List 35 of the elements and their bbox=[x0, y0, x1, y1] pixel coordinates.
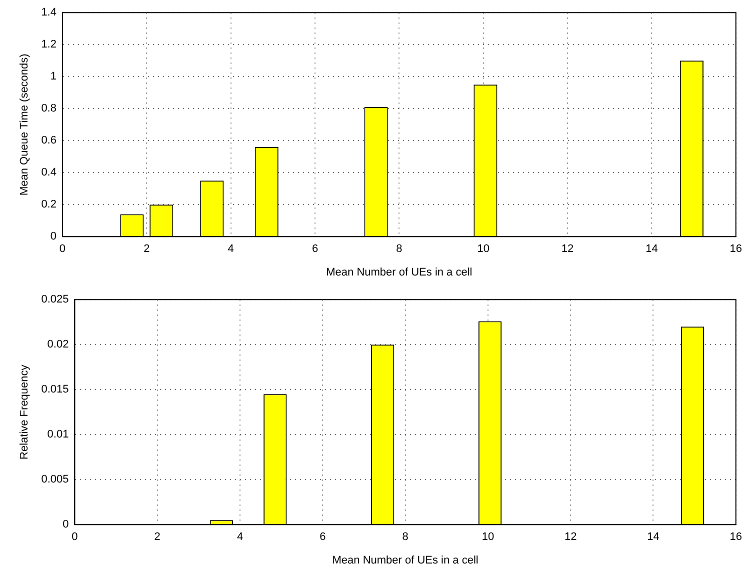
x-tick-label: 10 bbox=[482, 531, 494, 544]
x-tick-label: 16 bbox=[730, 243, 742, 256]
y-tick-label: 0.6 bbox=[41, 134, 56, 147]
x-tick-label: 6 bbox=[312, 243, 318, 256]
y-tick-label: 1.2 bbox=[41, 38, 56, 51]
x-axis-title: Mean Number of UEs in a cell bbox=[332, 554, 478, 566]
y-tick-label: 0.02 bbox=[47, 338, 69, 351]
y-tick-label: 0 bbox=[62, 518, 69, 531]
y-tick-label: 0 bbox=[50, 230, 56, 243]
y-tick-label: 0.005 bbox=[41, 474, 69, 486]
x-tick-label: 16 bbox=[730, 531, 742, 544]
y-tick-label: 0.4 bbox=[41, 166, 56, 179]
x-axis-title: Mean Number of UEs in a cell bbox=[326, 266, 472, 278]
x-tick-label: 14 bbox=[647, 531, 660, 544]
y-axis-title: Relative Frequency bbox=[18, 364, 31, 460]
x-tick-label: 8 bbox=[402, 531, 408, 544]
y-axis-title: Mean Queue Time (seconds) bbox=[18, 54, 31, 196]
y-tick-label: 0.015 bbox=[41, 384, 69, 396]
x-tick-label: 2 bbox=[144, 243, 150, 256]
x-tick-label: 10 bbox=[477, 243, 490, 256]
x-tick-label: 2 bbox=[154, 531, 160, 544]
x-tick-label: 8 bbox=[396, 243, 402, 256]
x-tick-label: 4 bbox=[228, 243, 234, 256]
x-tick-label: 6 bbox=[320, 531, 326, 544]
x-tick-label: 12 bbox=[561, 243, 574, 256]
y-tick-label: 0.01 bbox=[47, 428, 69, 441]
y-tick-label: 1.4 bbox=[41, 6, 56, 19]
x-tick-label: 12 bbox=[564, 531, 577, 544]
y-tick-label: 0.2 bbox=[41, 198, 56, 211]
x-tick-label: 0 bbox=[72, 531, 78, 544]
y-tick-label: 0.025 bbox=[41, 294, 69, 306]
x-tick-label: 4 bbox=[236, 531, 244, 544]
x-tick-label: 14 bbox=[646, 243, 658, 256]
y-tick-label: 1 bbox=[50, 70, 56, 83]
y-tick-label: 0.8 bbox=[41, 102, 56, 115]
